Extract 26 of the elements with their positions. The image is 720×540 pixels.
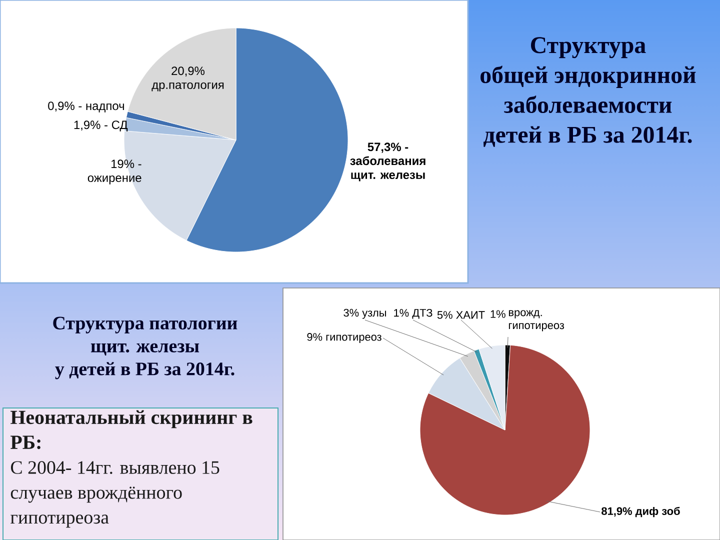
data-label: 1,9% - [74,120,108,131]
data-label: 81,9% [602,507,632,517]
data-label: 3% [344,308,359,317]
data-label: 20,9% [172,66,205,76]
data-label: 1% [490,310,506,318]
text: Неонатальный скрининг в РБ: [10,410,252,450]
slice-label: заболевания щит. железы [350,156,426,182]
slice-label: др.патология [152,82,224,92]
text: С 2004- 14гг. выявлено 15 случаев врождённого гипотиреоза [10,461,220,528]
data-label: 0,9% - [48,102,82,112]
slice-label: диф зоб [635,506,680,518]
data-label: 57,3% - [368,142,408,153]
data-label: 19% - [111,160,142,168]
slice-label: ДТЗ [412,308,432,319]
text: Структура патологии щит. железы у детей в РБ за 2014г. [53,316,238,380]
data-label: 1% [394,309,409,317]
text: Структура общей эндокринной заболеваемости детей в РБ за 2014г. [480,37,696,147]
slice-label: узлы [362,310,386,319]
data-label: 5% [437,311,452,319]
slice-label: врожд. гипотиреоз [508,310,564,332]
slice-label: гипотиреоз [326,334,382,343]
slice-label: ХАИТ [456,311,485,319]
slice-label: ожирение [88,175,142,184]
data-label: 9% [307,333,322,341]
slice-label: СД [112,120,128,132]
slice-label: надпоч [86,104,124,112]
